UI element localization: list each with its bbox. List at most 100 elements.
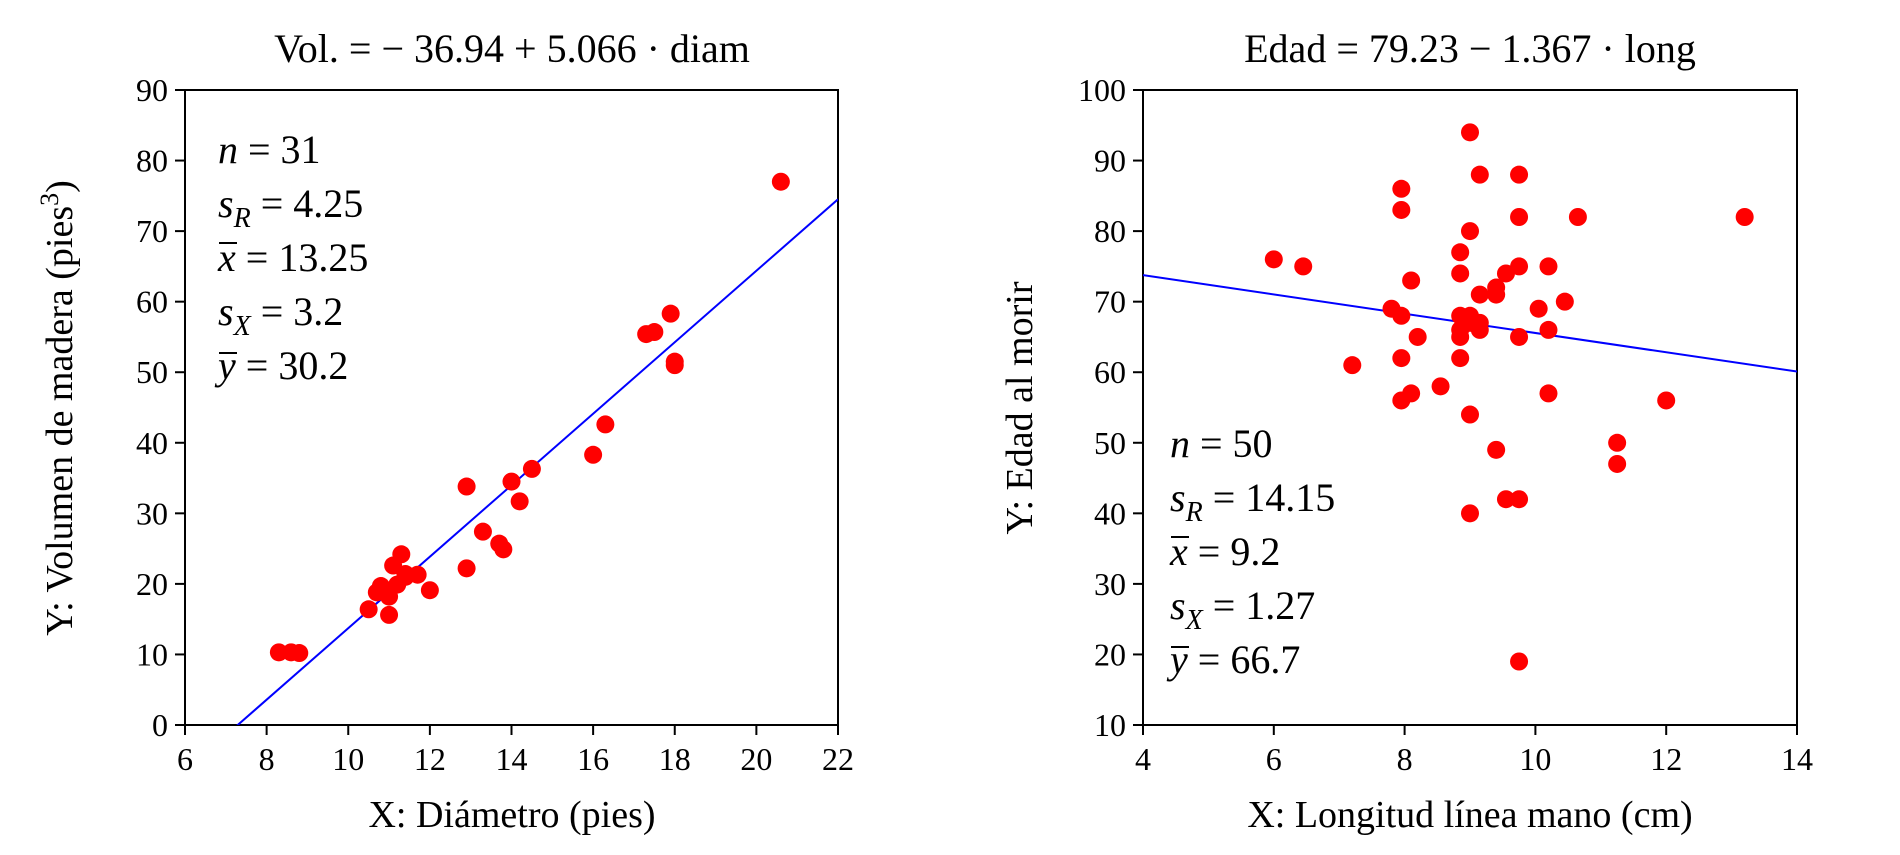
stat-n: n = 50 (1170, 421, 1273, 466)
x-tick-label: 14 (496, 741, 528, 777)
y-tick-label: 30 (136, 495, 168, 531)
data-point (1529, 299, 1548, 318)
data-point (1539, 320, 1558, 339)
y-tick-label: 10 (136, 636, 168, 672)
data-point (596, 415, 615, 434)
chart-title: Edad = 79.23 − 1.367 · long (1244, 26, 1696, 71)
y-tick-label: 80 (1094, 213, 1126, 249)
stat-ybar: y = 30.2 (214, 343, 348, 388)
data-point (1735, 208, 1754, 226)
data-point (1294, 257, 1313, 276)
data-point (392, 545, 411, 564)
x-tick-label: 12 (414, 741, 446, 777)
data-point (1392, 200, 1411, 219)
data-point (420, 581, 439, 600)
x-tick-label: 8 (1397, 741, 1413, 777)
x-axis-label: X: Diámetro (pies) (368, 794, 655, 836)
data-point (1392, 179, 1411, 198)
y-tick-label: 60 (136, 284, 168, 320)
data-point (494, 540, 513, 559)
data-point (380, 605, 399, 624)
data-point (1461, 222, 1479, 241)
data-point (1461, 504, 1479, 523)
x-tick-label: 4 (1135, 741, 1151, 777)
plot-frame (1142, 89, 1798, 726)
data-point (1510, 652, 1529, 671)
data-point (510, 492, 529, 511)
data-point (1402, 271, 1421, 290)
data-point (457, 477, 476, 496)
stat-sX: sX = 3.2 (218, 289, 343, 342)
data-point (1392, 349, 1411, 368)
stat-sR: sR = 4.25 (218, 181, 363, 234)
data-point (665, 356, 684, 375)
data-point (1461, 123, 1479, 142)
x-tick-label: 22 (822, 741, 854, 777)
data-point (1451, 264, 1470, 283)
data-point (1451, 349, 1470, 368)
data-point (1343, 356, 1362, 375)
data-point (1451, 243, 1470, 262)
y-tick-label: 80 (136, 143, 168, 179)
x-tick-label: 16 (577, 741, 609, 777)
y-tick-label: 20 (1094, 636, 1126, 672)
stat-sR: sR = 14.15 (1170, 475, 1335, 528)
stat-xbar: x = 9.2 (1169, 529, 1280, 574)
y-tick-label: 40 (136, 425, 168, 461)
data-point (1431, 377, 1450, 396)
data-point (1510, 208, 1529, 226)
data-point (1510, 327, 1529, 346)
data-point (1408, 327, 1427, 346)
y-tick-label: 10 (1094, 707, 1126, 743)
stat-sX: sX = 1.27 (1170, 583, 1315, 636)
data-point (1568, 208, 1587, 226)
data-point (661, 304, 680, 323)
x-tick-label: 10 (1519, 741, 1551, 777)
data-point (1470, 285, 1489, 304)
data-point (1510, 257, 1529, 276)
data-point (1539, 384, 1558, 403)
data-point (1392, 306, 1411, 325)
scatter-panel-2: Edad = 79.23 − 1.367 · long 4 6 8 10 12 14 10 20… (999, 26, 1813, 836)
x-tick-label: 6 (177, 741, 193, 777)
y-axis-label: Y: Volumen de madera (pies3) (35, 180, 82, 636)
x-tick-label: 18 (659, 741, 691, 777)
x-tick-label: 6 (1266, 741, 1282, 777)
data-point (290, 644, 309, 663)
data-point (1510, 490, 1529, 509)
x-axis-label: X: Longitud línea mano (cm) (1247, 794, 1692, 836)
data-point (1402, 384, 1421, 403)
data-point (645, 323, 664, 342)
x-tick-label: 12 (1650, 741, 1682, 777)
data-point (457, 559, 476, 578)
data-point (1608, 454, 1627, 473)
y-axis-label: Y: Edad al morir (999, 281, 1041, 534)
y-tick-label: 70 (1094, 284, 1126, 320)
data-point (1451, 327, 1470, 346)
data-point (1496, 490, 1515, 509)
y-tick-label: 90 (136, 72, 168, 108)
data-point (1487, 440, 1506, 459)
y-tick-label: 90 (1094, 143, 1126, 179)
stat-ybar: y = 66.7 (1166, 637, 1300, 682)
data-point (1510, 165, 1529, 184)
data-point (1608, 433, 1627, 452)
y-tick-label: 70 (136, 213, 168, 249)
data-point (1470, 165, 1489, 184)
y-tick-label: 40 (1094, 495, 1126, 531)
data-point (1461, 405, 1479, 424)
data-point (408, 565, 427, 584)
data-point (1264, 250, 1283, 269)
y-tick-label: 60 (1094, 354, 1126, 390)
data-point (473, 522, 492, 541)
data-point (522, 459, 541, 478)
stat-n: n = 31 (218, 127, 321, 172)
stat-xbar: x = 13.25 (217, 235, 368, 280)
data-point (1487, 285, 1506, 304)
data-point (584, 445, 603, 464)
x-tick-label: 8 (259, 741, 275, 777)
data-point (1555, 292, 1574, 311)
chart-title: Vol. = − 36.94 + 5.066 · diam (274, 26, 750, 71)
